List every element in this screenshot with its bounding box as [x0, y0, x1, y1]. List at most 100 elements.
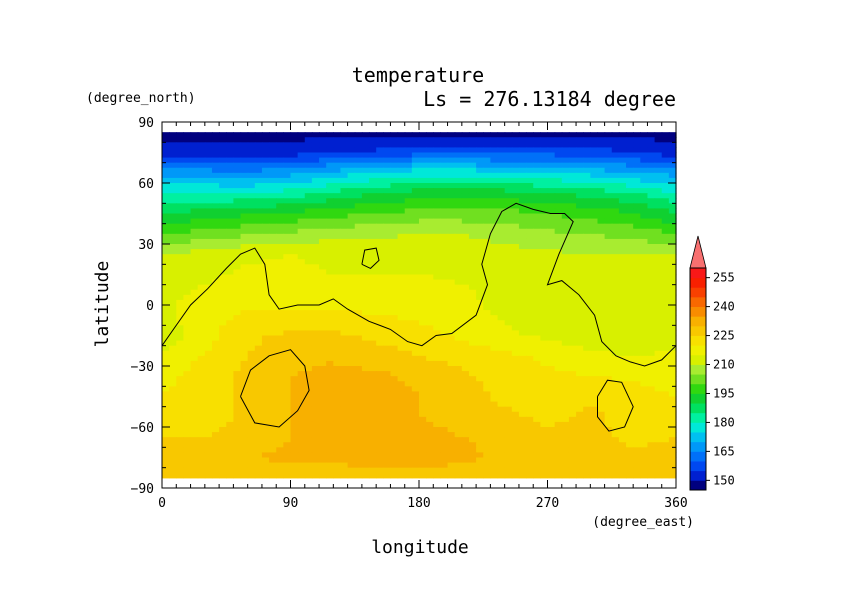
heatmap-cell: [561, 142, 570, 149]
heatmap-cell: [183, 411, 192, 418]
heatmap-cell: [433, 167, 442, 174]
heatmap-cell: [633, 208, 641, 215]
heatmap-cell: [654, 335, 663, 342]
heatmap-cell: [240, 335, 249, 342]
heatmap-cell: [626, 269, 634, 276]
heatmap-cell: [269, 442, 277, 448]
heatmap-cell: [411, 152, 420, 159]
heatmap-cell: [426, 254, 434, 260]
heatmap-cell: [204, 167, 213, 174]
heatmap-cell: [433, 376, 442, 382]
heatmap-cell: [261, 340, 270, 347]
heatmap-cell: [311, 132, 320, 138]
heatmap-cell: [197, 274, 206, 281]
heatmap-cell: [226, 457, 234, 464]
heatmap-cell: [554, 355, 563, 362]
heatmap-cell: [454, 162, 463, 169]
heatmap-cell: [590, 249, 599, 255]
heatmap-cell: [411, 310, 420, 316]
heatmap-cell: [183, 452, 192, 459]
heatmap-cell: [211, 411, 220, 418]
heatmap-cell: [468, 167, 477, 174]
heatmap-cell: [276, 411, 284, 418]
heatmap-cell: [497, 269, 506, 276]
heatmap-cell: [597, 401, 606, 408]
heatmap-cell: [269, 320, 277, 326]
heatmap-cell: [597, 345, 606, 352]
heatmap-cell: [404, 289, 413, 296]
heatmap-cell: [169, 269, 177, 276]
heatmap-cell: [404, 315, 413, 321]
heatmap-cell: [554, 284, 563, 291]
heatmap-cell: [361, 289, 370, 296]
heatmap-cell: [397, 416, 406, 423]
heatmap-cell: [633, 249, 641, 255]
heatmap-cell: [290, 193, 299, 199]
heatmap-cell: [426, 315, 434, 321]
heatmap-cell: [547, 132, 556, 138]
heatmap-cell: [654, 244, 663, 250]
heatmap-cell: [590, 132, 599, 138]
heatmap-cell: [411, 167, 420, 174]
heatmap-cell: [468, 269, 477, 276]
heatmap-cell: [190, 289, 199, 296]
heatmap-cell: [626, 360, 634, 367]
heatmap-cell: [561, 274, 570, 281]
heatmap-cell: [454, 203, 463, 210]
heatmap-cell: [211, 213, 220, 220]
heatmap-cell: [461, 244, 470, 250]
heatmap-cell: [526, 462, 534, 469]
heatmap-cell: [497, 157, 506, 164]
heatmap-cell: [668, 472, 677, 479]
heatmap-cell: [226, 345, 234, 352]
heatmap-cell: [583, 152, 591, 159]
heatmap-cell: [440, 238, 449, 245]
heatmap-cell: [497, 142, 506, 149]
heatmap-cell: [633, 391, 641, 398]
heatmap-cell: [647, 416, 656, 423]
heatmap-cell: [654, 467, 663, 474]
heatmap-cell: [333, 284, 342, 291]
heatmap-cell: [526, 254, 534, 260]
heatmap-cell: [311, 172, 320, 179]
heatmap-cell: [361, 254, 370, 260]
heatmap-cell: [283, 249, 292, 255]
heatmap-cell: [211, 335, 220, 342]
heatmap-cell: [640, 223, 649, 230]
heatmap-cell: [390, 340, 399, 347]
heatmap-cell: [162, 269, 170, 276]
heatmap-cell: [361, 213, 370, 220]
heatmap-cell: [247, 269, 256, 276]
heatmap-cell: [333, 269, 342, 276]
heatmap-cell: [454, 223, 463, 230]
heatmap-cell: [633, 472, 641, 479]
heatmap-cell: [511, 320, 520, 326]
heatmap-cell: [540, 427, 549, 433]
heatmap-cell: [504, 371, 513, 377]
heatmap-cell: [340, 355, 349, 362]
heatmap-cell: [526, 142, 534, 149]
heatmap-cell: [618, 325, 627, 332]
heatmap-cell: [211, 132, 220, 138]
heatmap-cell: [518, 452, 527, 459]
heatmap-cell: [497, 244, 506, 250]
heatmap-cell: [169, 279, 177, 286]
heatmap-cell: [190, 167, 199, 174]
heatmap-cell: [554, 269, 563, 276]
heatmap-cell: [597, 411, 606, 418]
heatmap-cell: [426, 335, 434, 342]
heatmap-cell: [247, 411, 256, 418]
heatmap-cell: [276, 355, 284, 362]
heatmap-cell: [547, 416, 556, 423]
heatmap-cell: [411, 172, 420, 179]
heatmap-cell: [668, 421, 677, 428]
heatmap-cell: [333, 198, 342, 204]
heatmap-cell: [618, 274, 627, 281]
heatmap-cell: [347, 167, 356, 174]
heatmap-cell: [169, 188, 177, 194]
heatmap-cell: [497, 437, 506, 443]
heatmap-cell: [383, 355, 392, 362]
heatmap-cell: [290, 132, 299, 138]
heatmap-cell: [326, 193, 334, 199]
heatmap-cell: [269, 305, 277, 311]
